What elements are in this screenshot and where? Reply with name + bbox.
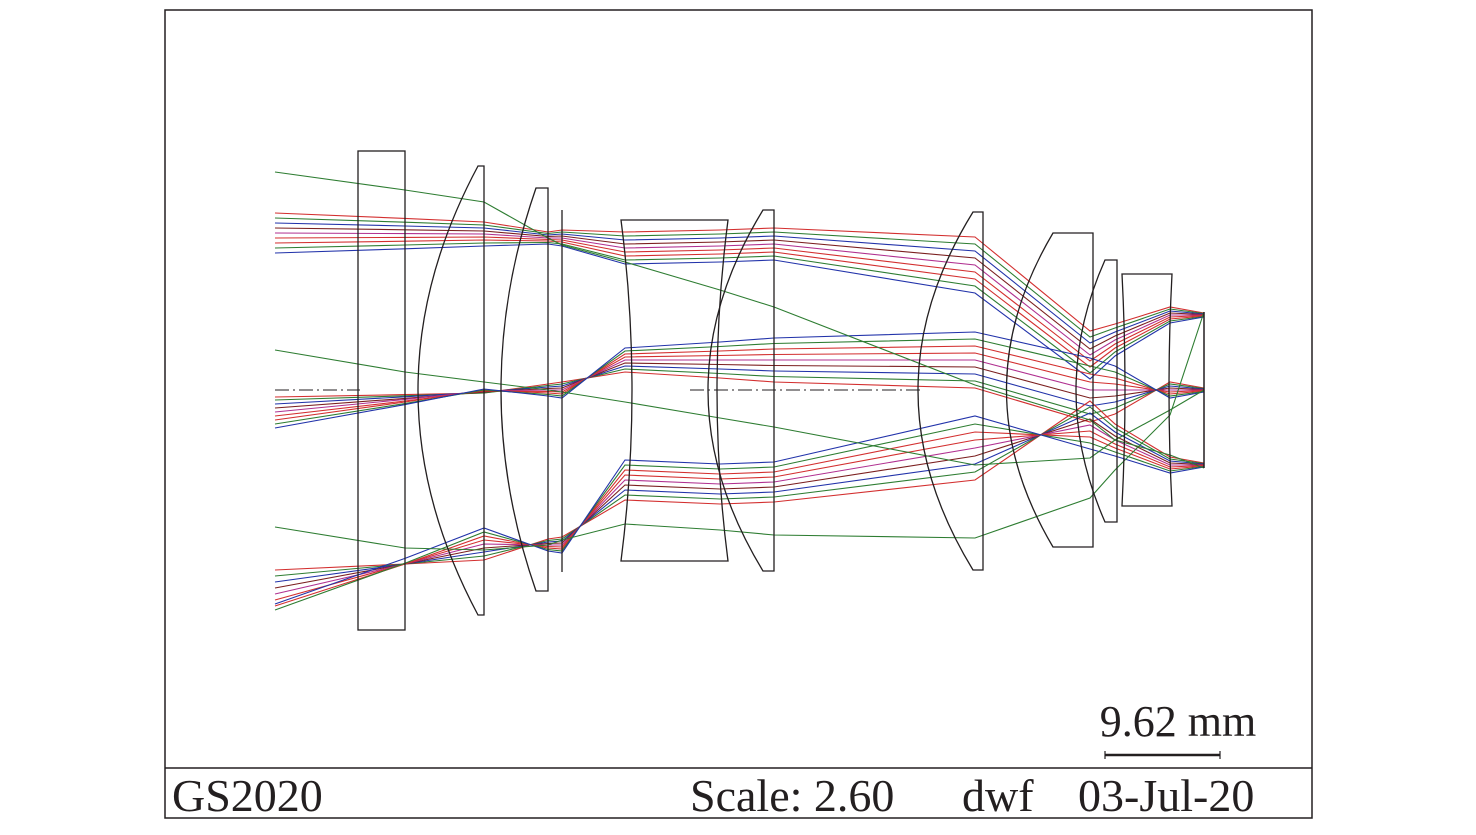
lens-element-7 xyxy=(1075,259,1118,523)
lens-element-1 xyxy=(417,165,485,616)
ray-trace xyxy=(274,239,1205,368)
scale-label: Scale: 2.60 xyxy=(690,770,894,821)
chief-ray xyxy=(274,349,1205,466)
ray-trace xyxy=(274,431,1205,607)
ray-trace xyxy=(274,217,1205,338)
designer-label: dwf xyxy=(962,770,1034,821)
lens-element-4 xyxy=(707,209,775,572)
window-plate xyxy=(357,150,406,631)
lens-element-8 xyxy=(1121,273,1173,507)
ray-trace xyxy=(274,400,1205,571)
ray-bundles xyxy=(274,171,1205,611)
lens-element-6 xyxy=(1005,232,1094,548)
ray-trace xyxy=(274,430,1205,601)
ray-trace xyxy=(274,424,1204,595)
lens-elements xyxy=(357,150,1205,631)
lens-element-5 xyxy=(917,211,984,571)
ray-trace xyxy=(274,236,1205,362)
ray-trace xyxy=(274,371,1205,423)
plot-frame xyxy=(164,9,1313,819)
chief-ray xyxy=(274,171,1205,469)
ray-trace xyxy=(274,406,1205,577)
lens-element-3 xyxy=(620,219,729,562)
lens-element-2 xyxy=(500,187,549,592)
ray-trace xyxy=(274,423,1205,611)
ray-trace xyxy=(274,243,1205,380)
ray-trace xyxy=(274,212,1205,332)
ray-trace xyxy=(274,232,1204,356)
scale-bar-label: 9.62 mm xyxy=(1100,697,1256,746)
design-name: GS2020 xyxy=(172,770,323,821)
scale-bar: 9.62 mm xyxy=(1100,697,1256,759)
ray-trace xyxy=(274,241,1205,374)
ray-trace xyxy=(274,331,1205,429)
ray-trace xyxy=(274,227,1205,350)
ray-trace xyxy=(274,415,1205,605)
date-label: 03-Jul-20 xyxy=(1078,770,1254,821)
